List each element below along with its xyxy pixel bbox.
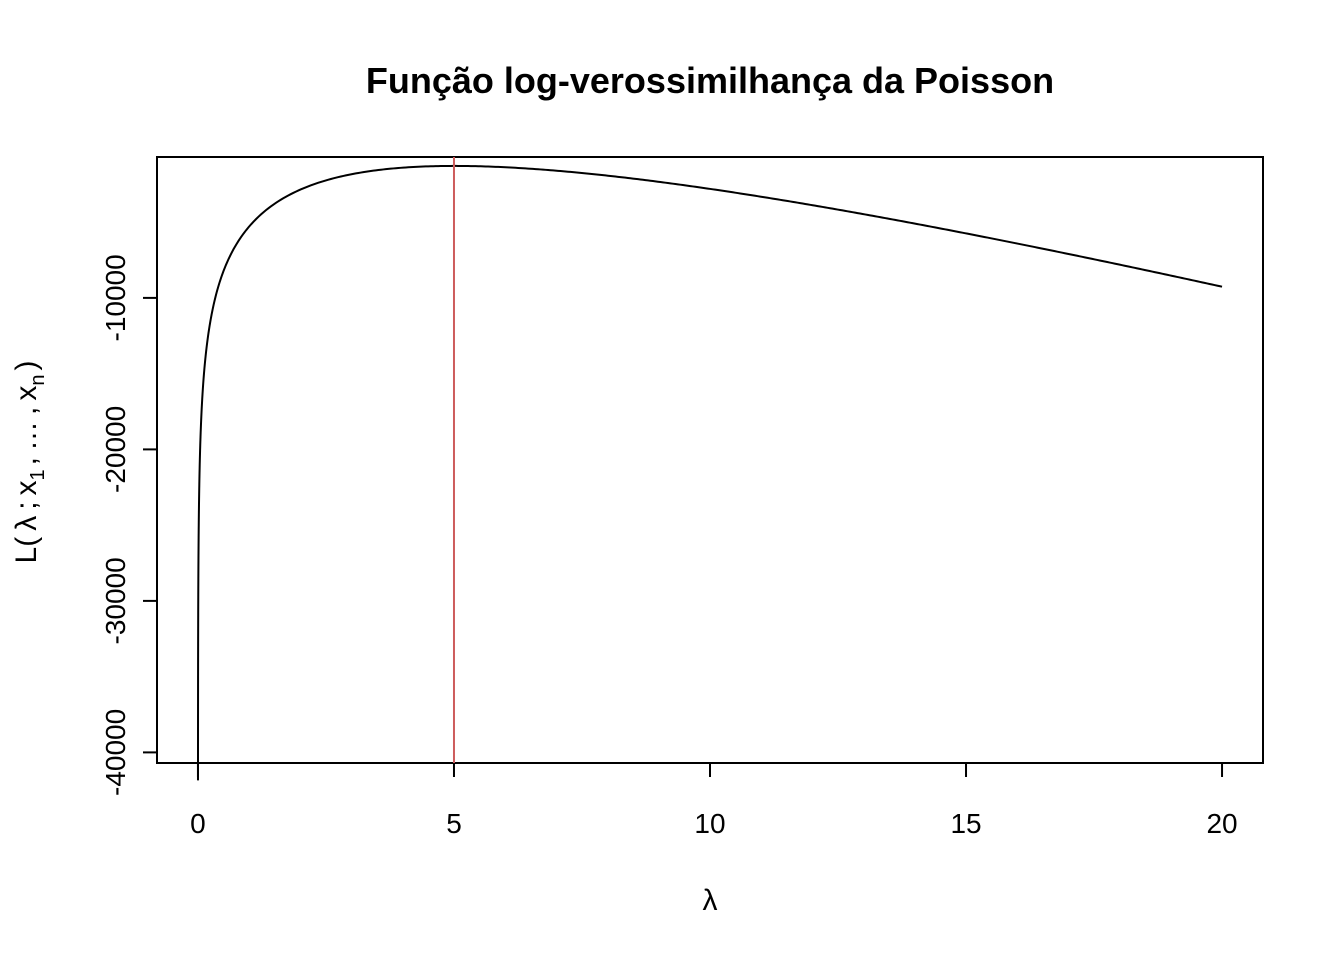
y-axis: -40000 -30000 -20000 -10000	[100, 254, 158, 796]
y-axis-label: L(λ;x1,…,xn)	[10, 361, 49, 564]
y-tick-label: -10000	[100, 254, 131, 341]
y-tick-label: -30000	[100, 557, 131, 644]
y-tick-label: -20000	[100, 406, 131, 493]
x-tick-label: 5	[446, 808, 462, 839]
x-axis-label: λ	[703, 884, 718, 917]
x-tick-label: 15	[950, 808, 981, 839]
y-tick-label: -40000	[100, 709, 131, 796]
x-axis: 0 5 10 15 20	[190, 762, 1238, 839]
x-tick-label: 20	[1206, 808, 1237, 839]
x-tick-label: 10	[694, 808, 725, 839]
chart-title: Função log-verossimilhança da Poisson	[366, 60, 1054, 101]
log-likelihood-curve	[196, 164, 1223, 781]
x-tick-label: 0	[190, 808, 206, 839]
plot-frame	[156, 156, 1264, 764]
